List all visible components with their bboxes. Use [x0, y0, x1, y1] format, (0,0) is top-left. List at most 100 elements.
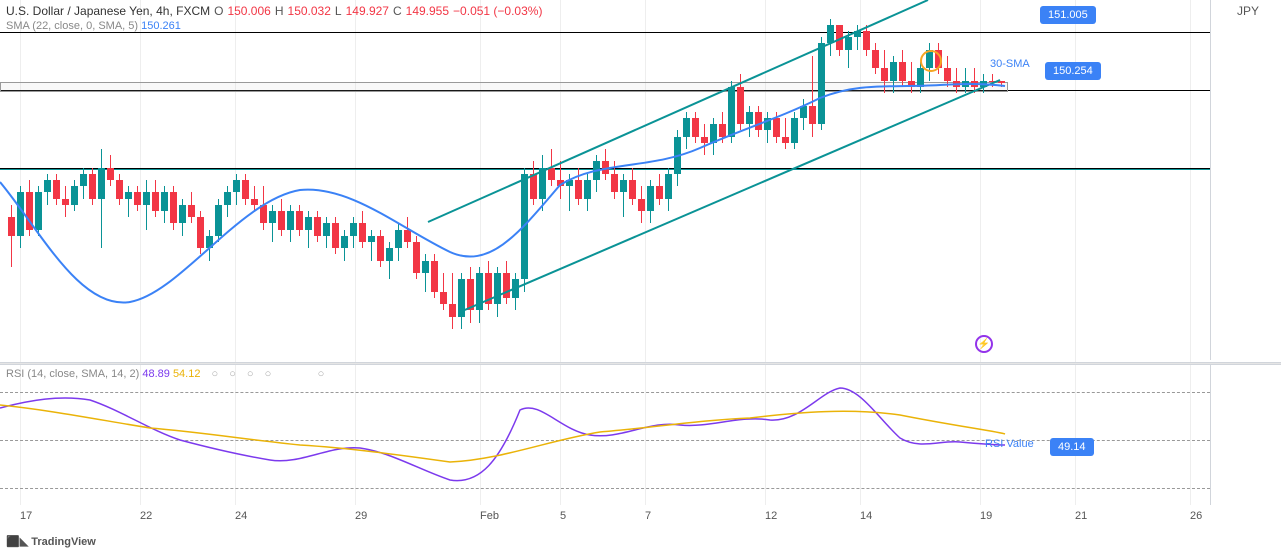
- candle-body[interactable]: [53, 180, 60, 199]
- candle-body[interactable]: [98, 168, 105, 199]
- rsi-y-axis[interactable]: 80.0060.0040.00: [1210, 365, 1281, 505]
- time-x-axis[interactable]: 17222429Feb571214192126: [0, 510, 1210, 530]
- candle-body[interactable]: [728, 87, 735, 137]
- candle-body[interactable]: [962, 81, 969, 87]
- candle-body[interactable]: [692, 118, 699, 137]
- main-price-panel[interactable]: ⚡ 30-SMA 150.254 151.005: [0, 0, 1210, 360]
- candle-body[interactable]: [944, 68, 951, 80]
- candle-body[interactable]: [539, 168, 546, 199]
- price-y-axis[interactable]: 151.005149.000148.501148.000147.000146.0…: [1210, 0, 1281, 360]
- candle-body[interactable]: [494, 273, 501, 304]
- candle-body[interactable]: [521, 174, 528, 280]
- candle-body[interactable]: [260, 205, 267, 224]
- candle-body[interactable]: [134, 192, 141, 204]
- candle-body[interactable]: [746, 112, 753, 124]
- candle-body[interactable]: [602, 161, 609, 173]
- candle-body[interactable]: [809, 106, 816, 125]
- candle-body[interactable]: [125, 192, 132, 198]
- candle-body[interactable]: [350, 223, 357, 235]
- candle-body[interactable]: [215, 205, 222, 236]
- candle-body[interactable]: [566, 180, 573, 186]
- candle-body[interactable]: [881, 68, 888, 80]
- candle-body[interactable]: [188, 205, 195, 217]
- candle-body[interactable]: [611, 174, 618, 193]
- candle-body[interactable]: [80, 174, 87, 186]
- candle-body[interactable]: [287, 211, 294, 230]
- candle-body[interactable]: [44, 180, 51, 192]
- candle-body[interactable]: [737, 87, 744, 124]
- candle-body[interactable]: [386, 248, 393, 260]
- candle-body[interactable]: [719, 124, 726, 136]
- symbol-name[interactable]: U.S. Dollar / Japanese Yen, 4h, FXCM: [6, 4, 210, 18]
- candle-body[interactable]: [269, 211, 276, 223]
- candle-body[interactable]: [791, 118, 798, 143]
- candle-body[interactable]: [206, 236, 213, 248]
- candle-body[interactable]: [620, 180, 627, 192]
- candle-body[interactable]: [674, 137, 681, 174]
- candle-body[interactable]: [845, 37, 852, 49]
- candle-body[interactable]: [818, 43, 825, 124]
- candle-body[interactable]: [71, 186, 78, 205]
- candle-body[interactable]: [116, 180, 123, 199]
- candle-body[interactable]: [782, 137, 789, 143]
- candle-body[interactable]: [233, 180, 240, 192]
- candle-body[interactable]: [332, 223, 339, 248]
- candle-body[interactable]: [152, 192, 159, 211]
- candle-body[interactable]: [107, 168, 114, 180]
- candle-body[interactable]: [836, 25, 843, 50]
- candle-body[interactable]: [17, 192, 24, 235]
- candle-body[interactable]: [278, 211, 285, 230]
- candle-body[interactable]: [440, 292, 447, 304]
- candle-body[interactable]: [404, 230, 411, 242]
- candle-body[interactable]: [917, 68, 924, 87]
- candle-body[interactable]: [665, 174, 672, 199]
- candle-body[interactable]: [8, 217, 15, 236]
- candle-body[interactable]: [62, 199, 69, 205]
- candle-body[interactable]: [35, 192, 42, 229]
- candle-body[interactable]: [449, 304, 456, 316]
- candle-body[interactable]: [305, 217, 312, 229]
- candle-body[interactable]: [467, 279, 474, 310]
- candle-body[interactable]: [89, 174, 96, 199]
- candle-body[interactable]: [755, 112, 762, 131]
- candle-body[interactable]: [179, 205, 186, 224]
- candle-body[interactable]: [575, 180, 582, 199]
- candle-body[interactable]: [296, 211, 303, 230]
- candle-body[interactable]: [197, 217, 204, 248]
- candle-body[interactable]: [800, 106, 807, 118]
- candle-body[interactable]: [431, 261, 438, 292]
- candle-body[interactable]: [458, 279, 465, 316]
- candle-body[interactable]: [638, 199, 645, 211]
- candle-body[interactable]: [503, 273, 510, 298]
- candle-body[interactable]: [413, 242, 420, 273]
- candle-body[interactable]: [854, 31, 861, 37]
- candle-body[interactable]: [647, 186, 654, 211]
- lightning-icon[interactable]: ⚡: [975, 335, 993, 353]
- candle-body[interactable]: [980, 81, 987, 87]
- indicator-settings-icon[interactable]: ○ ○ ○ ○ ○: [212, 368, 329, 380]
- candle-body[interactable]: [899, 62, 906, 81]
- candle-body[interactable]: [971, 81, 978, 87]
- tradingview-logo[interactable]: ⬛◣ TradingView: [6, 535, 96, 548]
- candle-body[interactable]: [512, 279, 519, 298]
- candle-body[interactable]: [548, 168, 555, 180]
- currency-label[interactable]: JPY: [1237, 4, 1259, 18]
- candle-body[interactable]: [143, 192, 150, 204]
- candle-body[interactable]: [710, 124, 717, 143]
- candle-body[interactable]: [593, 161, 600, 180]
- candle-body[interactable]: [701, 137, 708, 143]
- candle-body[interactable]: [890, 62, 897, 81]
- candle-body[interactable]: [530, 174, 537, 199]
- candle-body[interactable]: [863, 31, 870, 50]
- candle-body[interactable]: [683, 118, 690, 137]
- candle-body[interactable]: [827, 25, 834, 44]
- candle-body[interactable]: [170, 192, 177, 223]
- candle-body[interactable]: [656, 186, 663, 198]
- candle-body[interactable]: [422, 261, 429, 273]
- candle-body[interactable]: [557, 180, 564, 186]
- rsi-panel[interactable]: [0, 365, 1210, 505]
- candle-body[interactable]: [989, 81, 996, 82]
- candle-body[interactable]: [26, 192, 33, 229]
- candle-body[interactable]: [359, 223, 366, 242]
- candle-body[interactable]: [377, 236, 384, 261]
